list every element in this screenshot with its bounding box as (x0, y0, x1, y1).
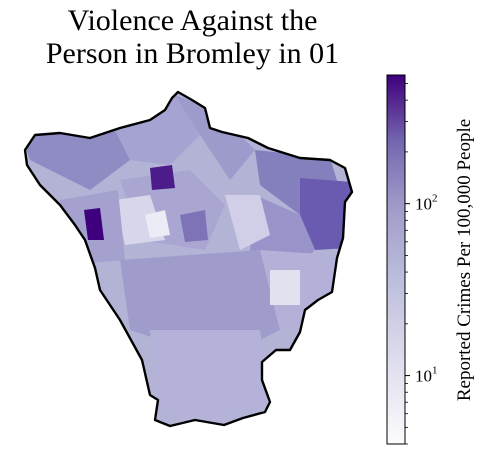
colorbar-ticks: 101 102 (405, 83, 438, 445)
ward-central-lighter (225, 195, 270, 250)
ward-north-mid (175, 95, 255, 180)
ward-west-dark (84, 208, 104, 240)
map-title: Violence Against the Person in Bromley i… (0, 4, 385, 70)
choropleth-map (23, 90, 354, 428)
ward-mid-light (145, 210, 170, 238)
map-title-line-2: Person in Bromley in 01 (45, 37, 340, 70)
ward-south-light (270, 270, 300, 305)
colorbar-gradient (386, 74, 406, 445)
colorbar-tick-label: 101 (415, 365, 438, 386)
ward-north-west (25, 120, 130, 190)
ward-south (150, 330, 270, 425)
colorbar-label: Reported Crimes Per 100,000 People (454, 119, 475, 401)
ward-north-dark (150, 165, 175, 190)
colorbar-tick-label: 102 (415, 193, 438, 214)
ward-east-dark (300, 178, 352, 250)
borough-fill (25, 92, 352, 426)
ward-center-dark (180, 210, 208, 242)
map-title-line-1: Violence Against the (67, 4, 318, 37)
borough-border (23, 90, 354, 428)
